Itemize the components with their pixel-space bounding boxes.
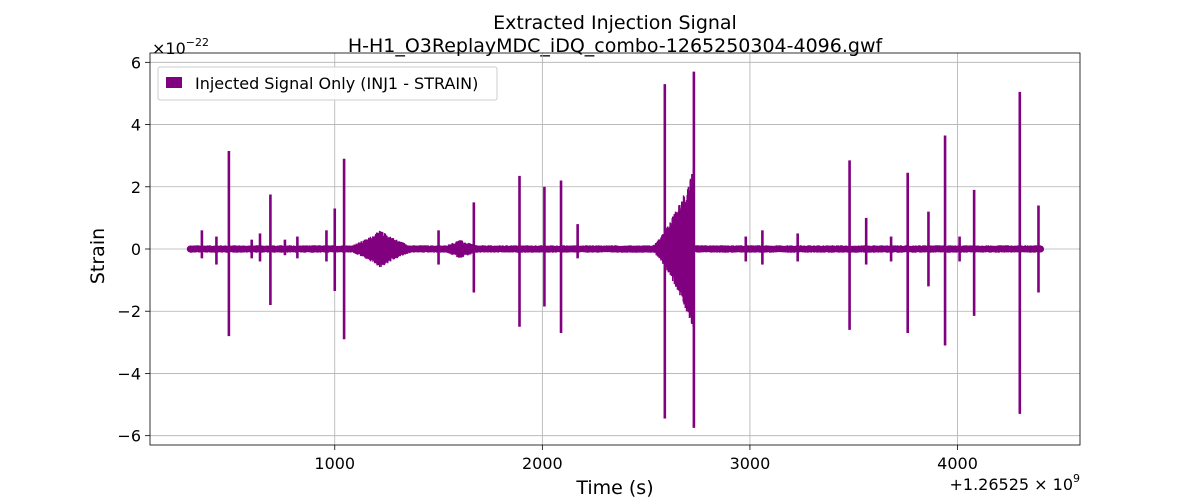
y-tick-label: 2: [131, 178, 141, 197]
axes: 1000 2000 3000 4000 6 4 2 0 −2 −4 −6: [117, 52, 1081, 473]
x-axis-label: Time (s): [575, 477, 653, 499]
y-tick-label: −2: [117, 302, 141, 321]
y-multiplier: ×10−22: [152, 36, 209, 58]
plot-area: [186, 71, 1045, 428]
y-tick-label: 4: [131, 116, 141, 135]
y-tick-label: −6: [117, 427, 141, 446]
legend-box: [157, 66, 498, 101]
x-offset-base: +1.26525 × 10: [949, 475, 1073, 494]
x-tick-label: 4000: [937, 454, 978, 473]
legend-swatch: [166, 77, 182, 88]
y-tick-label: 6: [131, 53, 141, 72]
x-tick-label: 1000: [314, 454, 355, 473]
y-multiplier-base: ×10: [152, 39, 186, 58]
y-multiplier-exponent: −22: [186, 36, 209, 49]
grid: [150, 53, 1080, 445]
y-axis-label: Strain: [87, 228, 109, 284]
x-offset: +1.26525 × 109: [949, 472, 1080, 494]
chart-title-line1: Extracted Injection Signal: [493, 12, 737, 34]
x-offset-exponent: 9: [1073, 472, 1080, 485]
signal-start-cap: [186, 245, 194, 253]
x-tick-label: 2000: [522, 454, 563, 473]
y-tick-label: −4: [117, 364, 141, 383]
legend: Injected Signal Only (INJ1 - STRAIN): [157, 66, 498, 101]
legend-label: Injected Signal Only (INJ1 - STRAIN): [195, 74, 478, 93]
x-tick-label: 3000: [730, 454, 771, 473]
y-tick-label: 0: [131, 240, 141, 259]
chart-title-line2: H-H1_O3ReplayMDC_iDQ_combo-1265250304-40…: [348, 35, 884, 57]
signal-baseline: [190, 245, 1041, 253]
